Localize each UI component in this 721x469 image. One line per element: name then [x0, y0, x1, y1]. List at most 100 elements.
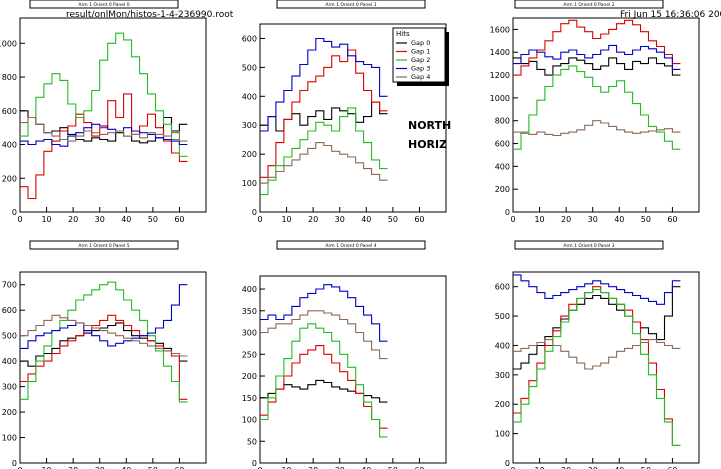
y-tick-label: 100: [242, 179, 257, 188]
y-tick-label: 500: [2, 332, 17, 341]
x-tick-label: 0: [257, 215, 262, 224]
y-tick-label: 1000: [0, 39, 17, 48]
x-tick-label: 40: [361, 215, 371, 224]
series-gap-4: [513, 339, 681, 370]
y-tick-label: 0: [252, 208, 257, 217]
series-gap-2: [513, 289, 681, 446]
y-tick-label: 150: [242, 394, 257, 403]
x-tick-label: 20: [561, 466, 571, 469]
x-tick-label: 20: [68, 466, 78, 469]
panel-3: Arm 1 Orient 0 Panel 5010020030040050060…: [2, 240, 207, 469]
series-gap-1: [20, 93, 188, 200]
x-tick-label: 10: [534, 215, 544, 224]
x-tick-label: 50: [641, 215, 651, 224]
x-tick-label: 20: [561, 215, 571, 224]
plot-frame: [512, 17, 700, 213]
y-tick-label: 200: [495, 185, 510, 194]
panel-0: Arm 1 Orient 0 Panel 0 0 200 400 600 800 1000 0…: [0, 0, 207, 224]
panel-title-box: [514, 240, 664, 250]
x-tick-label: 30: [335, 215, 345, 224]
y-tick-label: 50: [247, 437, 257, 446]
series-gap-3: [20, 123, 188, 147]
x-tick-label: 60: [174, 215, 184, 224]
y-tick-label: 0: [12, 208, 17, 217]
panel-title: Arm 1 Orient 0 Panel 2: [563, 2, 614, 8]
series-gap-4: [513, 120, 681, 137]
panel-1: Arm 1 Orient 0 Panel 1010020030040050060…: [242, 0, 447, 224]
y-tick-label: 800: [2, 73, 17, 82]
x-tick-label: 30: [588, 215, 598, 224]
timestamp: Fri Jun 15 16:36:06 2007: [620, 10, 721, 20]
panel-title-box: [29, 0, 179, 9]
y-tick-label: 800: [495, 117, 510, 126]
x-tick-label: 30: [588, 466, 598, 469]
horiz-label: HORIZ: [408, 138, 448, 151]
y-tick-label: 250: [242, 350, 257, 359]
series-gap-2: [20, 32, 188, 157]
y-tick-label: 400: [495, 341, 510, 350]
series-gap-3: [20, 284, 188, 349]
legend-title: Hits: [396, 30, 410, 38]
x-tick-label: 50: [388, 215, 398, 224]
x-tick-label: 40: [614, 466, 624, 469]
plot-frame: [512, 271, 700, 464]
y-tick-label: 200: [495, 400, 510, 409]
x-tick-label: 60: [667, 215, 677, 224]
y-tick-label: 500: [242, 63, 257, 72]
y-tick-label: 1600: [490, 25, 510, 34]
x-tick-label: 0: [257, 466, 262, 469]
y-tick-label: 600: [242, 34, 257, 43]
y-tick-label: 200: [2, 174, 17, 183]
series-gap-1: [513, 19, 681, 76]
x-tick-label: 30: [335, 466, 345, 469]
legend-box: [392, 27, 446, 83]
y-tick-label: 300: [495, 371, 510, 380]
series-gap-2: [260, 323, 388, 438]
y-tick-label: 350: [242, 307, 257, 316]
legend-entry: Gap 3: [411, 65, 430, 73]
series-gap-2: [20, 281, 188, 403]
panel-title: Arm 1 Orient 0 Panel 5: [78, 243, 129, 249]
series-gap-3: [260, 37, 388, 132]
y-tick-label: 100: [2, 434, 17, 443]
y-tick-label: 600: [495, 283, 510, 292]
y-tick-label: 400: [2, 357, 17, 366]
x-tick-label: 60: [667, 466, 677, 469]
x-tick-label: 0: [510, 215, 515, 224]
y-tick-label: 0: [505, 459, 510, 468]
panel-title-box: [276, 0, 426, 9]
y-tick-label: 600: [495, 140, 510, 149]
x-tick-label: 10: [41, 466, 51, 469]
plot-frame: [19, 271, 207, 464]
series-gap-3: [513, 274, 681, 305]
series-gap-4: [20, 314, 188, 357]
y-tick-label: 200: [2, 408, 17, 417]
panel-4: Arm 1 Orient 0 Panel 4050100150200250300…: [242, 240, 447, 469]
x-tick-label: 50: [148, 215, 158, 224]
x-tick-label: 0: [510, 466, 515, 469]
plot-frame: [19, 17, 207, 213]
panel-5: Arm 1 Orient 0 Panel 3010020030040050060…: [495, 240, 700, 469]
x-tick-label: 20: [68, 215, 78, 224]
x-tick-label: 10: [281, 466, 291, 469]
x-tick-label: 20: [308, 215, 318, 224]
series-gap-0: [513, 286, 681, 370]
y-tick-label: 0: [252, 459, 257, 468]
y-tick-label: 1400: [490, 48, 510, 57]
series-gap-3: [260, 284, 388, 342]
y-tick-label: 500: [495, 312, 510, 321]
file-title: result/onlMon/histos-1-4-236990.root: [66, 10, 234, 20]
x-tick-label: 50: [388, 466, 398, 469]
panel-title: Arm 1 Orient 0 Panel 1: [325, 2, 376, 8]
x-tick-label: 30: [95, 466, 105, 469]
y-tick-label: 100: [242, 416, 257, 425]
x-tick-label: 10: [41, 215, 51, 224]
panel-title-box: [514, 0, 664, 9]
panel-title: Arm 1 Orient 0 Panel 4: [325, 243, 376, 249]
panel-2: Arm 1 Orient 0 Panel 2020040060080010001…: [490, 0, 700, 224]
series-gap-1: [513, 286, 681, 446]
x-tick-label: 40: [121, 215, 131, 224]
panel-title-box: [29, 240, 179, 250]
